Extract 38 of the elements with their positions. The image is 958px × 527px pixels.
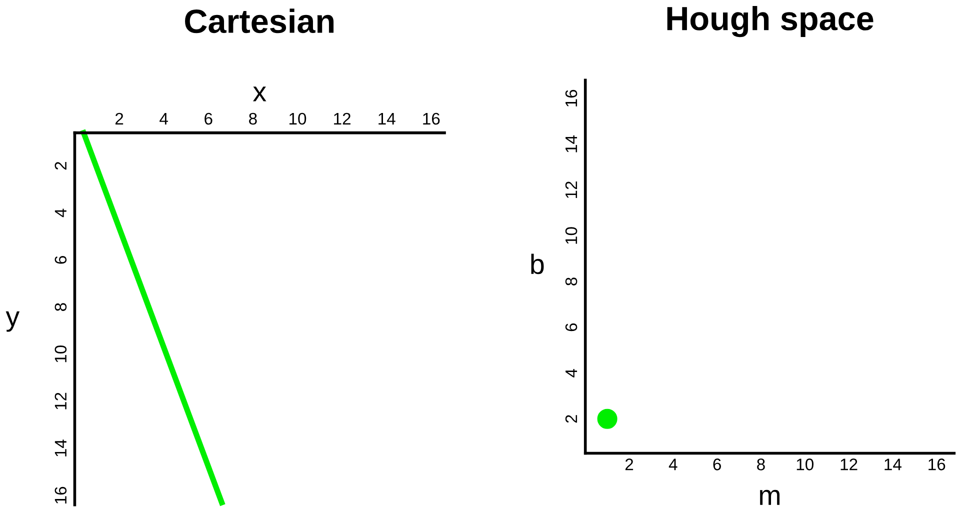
y-tick-label: 4 <box>566 368 578 378</box>
x-tick-label: 6 <box>713 458 721 470</box>
y-tick-label: 14 <box>566 135 578 152</box>
y-tick-label: 12 <box>565 182 578 198</box>
chart-title: Cartesian <box>185 8 334 34</box>
x-tick-label: 8 <box>757 458 765 470</box>
x-tick-label: 10 <box>796 458 814 470</box>
x-tick-label: 14 <box>884 458 902 470</box>
x-tick-label: 2 <box>625 458 634 470</box>
y-tick-label: 4 <box>54 208 66 218</box>
x-tick-label: 16 <box>423 112 440 125</box>
y-tick-label: 8 <box>565 278 578 286</box>
y-tick-label: 6 <box>54 256 67 264</box>
y-axis-title: b <box>531 254 544 274</box>
y-tick-label: 2 <box>565 415 578 423</box>
x-tick-label: 14 <box>378 113 396 124</box>
x-tick-label: 4 <box>668 458 678 470</box>
chart-title: Hough space <box>667 6 874 38</box>
y-tick-label: 16 <box>565 90 578 106</box>
x-tick-label: 16 <box>928 458 946 470</box>
x-tick-label: 12 <box>334 112 350 124</box>
y-axis-title: y <box>6 311 20 332</box>
x-axis-title: m <box>760 490 780 505</box>
y-tick-label: 16 <box>54 486 67 504</box>
x-tick-label: 10 <box>289 112 306 125</box>
y-tick-label: 14 <box>54 440 66 456</box>
y-tick-label: 2 <box>54 162 66 170</box>
x-tick-label: 8 <box>249 112 257 125</box>
x-tick-label: 2 <box>115 112 124 124</box>
x-tick-label: 6 <box>204 112 212 125</box>
y-tick-label: 12 <box>54 392 66 410</box>
x-axis-title: x <box>252 86 266 102</box>
y-tick-label: 10 <box>54 346 67 362</box>
y-tick-label: 6 <box>565 323 578 332</box>
y-tick-label: 10 <box>565 227 578 244</box>
x-tick-label: 12 <box>840 458 858 470</box>
x-tick-label: 4 <box>160 113 168 124</box>
y-tick-label: 8 <box>54 303 67 311</box>
